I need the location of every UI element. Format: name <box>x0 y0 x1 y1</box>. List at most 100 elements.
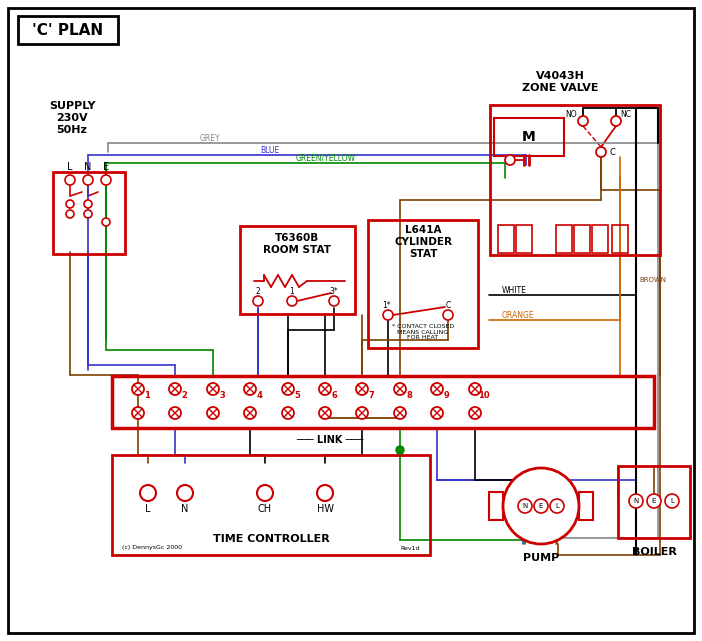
Circle shape <box>665 494 679 508</box>
Circle shape <box>140 485 156 501</box>
Text: 7: 7 <box>368 392 374 401</box>
Text: N: N <box>181 504 189 514</box>
Circle shape <box>101 175 111 185</box>
Text: 1*: 1* <box>383 301 391 310</box>
Text: 2: 2 <box>181 392 187 401</box>
Circle shape <box>518 499 532 513</box>
Text: Rev1d: Rev1d <box>401 545 420 551</box>
Text: L: L <box>555 503 559 509</box>
Bar <box>494 118 564 156</box>
Bar <box>612 225 628 253</box>
Circle shape <box>578 116 588 126</box>
Text: GREY: GREY <box>200 133 220 142</box>
Circle shape <box>84 210 92 218</box>
Circle shape <box>550 499 564 513</box>
Text: E: E <box>103 162 109 172</box>
Text: ─── LINK ───: ─── LINK ─── <box>296 435 364 445</box>
Circle shape <box>169 407 181 419</box>
Circle shape <box>431 407 443 419</box>
Text: NC: NC <box>621 110 632 119</box>
Text: E: E <box>539 503 543 509</box>
Circle shape <box>253 296 263 306</box>
Circle shape <box>132 407 144 419</box>
Circle shape <box>394 407 406 419</box>
Circle shape <box>394 383 406 395</box>
Text: PUMP: PUMP <box>523 553 559 563</box>
Circle shape <box>396 446 404 454</box>
Circle shape <box>287 296 297 306</box>
Bar <box>579 492 593 520</box>
Text: 3: 3 <box>219 392 225 401</box>
Bar <box>498 225 514 253</box>
Bar <box>112 376 654 428</box>
Circle shape <box>84 200 92 208</box>
Bar <box>368 220 478 348</box>
Text: 10: 10 <box>478 392 490 401</box>
Circle shape <box>282 383 294 395</box>
Text: 9: 9 <box>443 392 449 401</box>
Text: WHITE: WHITE <box>502 285 527 294</box>
Circle shape <box>207 383 219 395</box>
Text: L: L <box>145 504 151 514</box>
Bar <box>592 225 608 253</box>
Text: L641A
CYLINDER
STAT: L641A CYLINDER STAT <box>394 226 452 258</box>
Circle shape <box>83 175 93 185</box>
Bar <box>556 225 572 253</box>
Text: 4: 4 <box>256 392 262 401</box>
Text: SUPPLY
230V
50Hz: SUPPLY 230V 50Hz <box>48 101 95 135</box>
Bar <box>240 226 355 314</box>
Circle shape <box>177 485 193 501</box>
Circle shape <box>207 407 219 419</box>
Bar <box>18 16 118 44</box>
Bar <box>53 172 125 254</box>
Bar <box>489 492 503 520</box>
Circle shape <box>383 310 393 320</box>
Text: 6: 6 <box>331 392 337 401</box>
Circle shape <box>132 383 144 395</box>
Circle shape <box>102 218 110 226</box>
Circle shape <box>319 383 331 395</box>
Text: 8: 8 <box>406 392 412 401</box>
Text: 2: 2 <box>256 287 260 296</box>
Text: 3*: 3* <box>330 287 338 296</box>
Text: M: M <box>522 130 536 144</box>
Text: GREEN/YELLOW: GREEN/YELLOW <box>296 153 356 163</box>
Text: 1: 1 <box>290 287 294 296</box>
Text: N: N <box>522 503 528 509</box>
Circle shape <box>329 296 339 306</box>
Bar <box>490 105 660 255</box>
Text: L: L <box>670 498 674 504</box>
Circle shape <box>282 407 294 419</box>
Text: T6360B
ROOM STAT: T6360B ROOM STAT <box>263 233 331 255</box>
Text: 'C' PLAN: 'C' PLAN <box>32 22 104 38</box>
Text: BLUE: BLUE <box>260 146 279 154</box>
Circle shape <box>257 485 273 501</box>
Bar <box>618 466 690 538</box>
Text: C: C <box>445 301 451 310</box>
Bar <box>516 225 532 253</box>
Text: V4043H
ZONE VALVE: V4043H ZONE VALVE <box>522 71 598 93</box>
Circle shape <box>169 383 181 395</box>
Circle shape <box>629 494 643 508</box>
Circle shape <box>443 310 453 320</box>
Text: C: C <box>609 147 615 156</box>
Circle shape <box>469 383 481 395</box>
Text: CH: CH <box>258 504 272 514</box>
Text: 1: 1 <box>144 392 150 401</box>
Circle shape <box>431 383 443 395</box>
Circle shape <box>356 383 368 395</box>
Circle shape <box>503 468 579 544</box>
Text: NO: NO <box>565 110 577 119</box>
Circle shape <box>611 116 621 126</box>
Text: * CONTACT CLOSED
MEANS CALLING
FOR HEAT: * CONTACT CLOSED MEANS CALLING FOR HEAT <box>392 324 454 340</box>
Text: E: E <box>652 498 656 504</box>
Circle shape <box>356 407 368 419</box>
Text: N: N <box>84 162 92 172</box>
Bar <box>574 225 590 253</box>
Text: BROWN: BROWN <box>640 277 666 283</box>
Circle shape <box>65 175 75 185</box>
Text: BOILER: BOILER <box>632 547 677 557</box>
Circle shape <box>319 407 331 419</box>
Circle shape <box>66 210 74 218</box>
Circle shape <box>244 407 256 419</box>
